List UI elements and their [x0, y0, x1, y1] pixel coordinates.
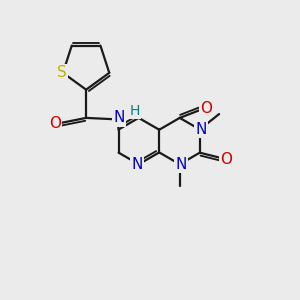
Text: N: N	[131, 157, 143, 172]
Text: H: H	[129, 104, 140, 118]
Text: O: O	[49, 116, 61, 131]
Text: N: N	[196, 122, 207, 137]
Text: N: N	[176, 157, 187, 172]
Text: N: N	[113, 110, 124, 125]
Text: O: O	[200, 100, 212, 116]
Text: S: S	[57, 65, 66, 80]
Text: O: O	[220, 152, 232, 167]
